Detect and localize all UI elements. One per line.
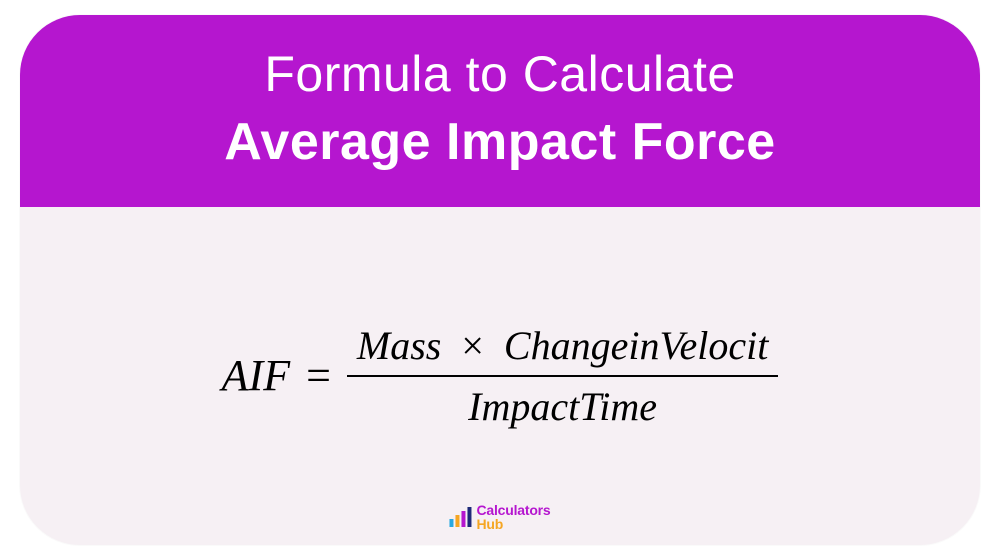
brand-logo: Calculators Hub: [449, 503, 550, 531]
card-body: AIF = Mass × ChangeinVelocit ImpactTime: [20, 207, 980, 546]
numerator-operator: ×: [451, 323, 494, 368]
numerator-mass: Mass: [357, 323, 441, 368]
logo-bar-2: [455, 515, 459, 527]
logo-text-line2: Hub: [476, 517, 550, 531]
logo-bar-1: [449, 519, 453, 527]
logo-text: Calculators Hub: [476, 503, 550, 531]
logo-bar-4: [467, 507, 471, 527]
logo-bar-3: [461, 511, 465, 527]
formula-fraction: Mass × ChangeinVelocit ImpactTime: [347, 316, 778, 436]
card-header: Formula to Calculate Average Impact Forc…: [20, 15, 980, 207]
formula-equals: =: [306, 350, 331, 401]
formula-lhs: AIF: [222, 350, 290, 401]
formula-numerator: Mass × ChangeinVelocit: [347, 316, 778, 375]
bar-chart-icon: [449, 507, 471, 527]
formula-card: Formula to Calculate Average Impact Forc…: [20, 15, 980, 545]
header-line2: Average Impact Force: [60, 110, 940, 175]
formula-denominator: ImpactTime: [458, 377, 667, 436]
logo-text-line1: Calculators: [476, 503, 550, 517]
numerator-velocity: ChangeinVelocit: [504, 323, 768, 368]
formula: AIF = Mass × ChangeinVelocit ImpactTime: [172, 316, 829, 436]
header-line1: Formula to Calculate: [60, 43, 940, 106]
